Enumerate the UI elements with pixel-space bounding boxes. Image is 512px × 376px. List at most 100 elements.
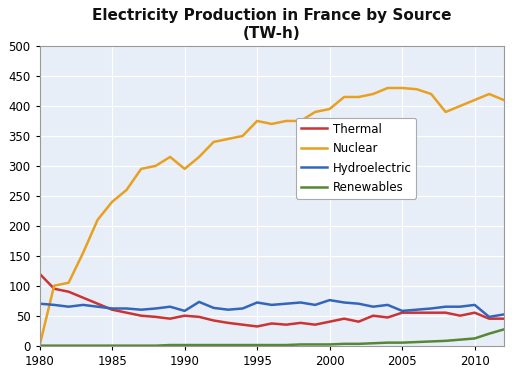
Renewables <box>66 343 72 348</box>
Nuclear <box>428 92 434 96</box>
Hydroelectric <box>501 312 507 317</box>
Renewables <box>269 343 275 347</box>
Thermal <box>385 315 391 320</box>
Renewables <box>297 342 304 347</box>
Nuclear <box>414 87 420 91</box>
Hydroelectric <box>385 303 391 307</box>
Title: Electricity Production in France by Source
(TW-h): Electricity Production in France by Sour… <box>92 8 452 41</box>
Renewables <box>399 340 405 345</box>
Thermal <box>109 308 115 312</box>
Thermal <box>370 314 376 318</box>
Hydroelectric <box>36 302 42 306</box>
Thermal <box>95 302 101 306</box>
Nuclear <box>457 104 463 108</box>
Thermal <box>283 322 289 327</box>
Nuclear <box>66 280 72 285</box>
Renewables <box>370 341 376 346</box>
Renewables <box>486 331 492 336</box>
Hydroelectric <box>167 305 173 309</box>
Hydroelectric <box>283 302 289 306</box>
Nuclear <box>167 155 173 159</box>
Thermal <box>123 311 130 315</box>
Nuclear <box>109 200 115 204</box>
Nuclear <box>297 119 304 123</box>
Renewables <box>36 343 42 348</box>
Nuclear <box>138 167 144 171</box>
Line: Renewables: Renewables <box>39 329 504 346</box>
Nuclear <box>51 284 57 288</box>
Thermal <box>472 311 478 315</box>
Thermal <box>240 322 246 327</box>
Thermal <box>36 271 42 276</box>
Thermal <box>138 314 144 318</box>
Legend: Thermal, Nuclear, Hydroelectric, Renewables: Thermal, Nuclear, Hydroelectric, Renewab… <box>296 118 416 199</box>
Renewables <box>312 342 318 347</box>
Renewables <box>182 343 188 347</box>
Renewables <box>196 343 202 347</box>
Nuclear <box>501 98 507 102</box>
Thermal <box>442 311 449 315</box>
Thermal <box>51 287 57 291</box>
Thermal <box>312 322 318 327</box>
Thermal <box>225 321 231 325</box>
Nuclear <box>472 98 478 102</box>
Renewables <box>341 341 347 346</box>
Hydroelectric <box>109 306 115 311</box>
Hydroelectric <box>225 308 231 312</box>
Nuclear <box>36 343 42 348</box>
Nuclear <box>123 188 130 192</box>
Thermal <box>399 311 405 315</box>
Renewables <box>210 343 217 347</box>
Hydroelectric <box>95 305 101 309</box>
Hydroelectric <box>240 306 246 311</box>
Thermal <box>167 317 173 321</box>
Thermal <box>457 314 463 318</box>
Hydroelectric <box>254 300 260 305</box>
Hydroelectric <box>80 303 86 307</box>
Thermal <box>327 320 333 324</box>
Hydroelectric <box>182 309 188 313</box>
Renewables <box>254 343 260 347</box>
Hydroelectric <box>428 306 434 311</box>
Nuclear <box>153 164 159 168</box>
Renewables <box>95 343 101 348</box>
Nuclear <box>95 218 101 222</box>
Hydroelectric <box>123 306 130 311</box>
Line: Nuclear: Nuclear <box>39 88 504 346</box>
Renewables <box>283 343 289 347</box>
Thermal <box>196 315 202 319</box>
Renewables <box>501 327 507 332</box>
Nuclear <box>283 119 289 123</box>
Nuclear <box>486 92 492 96</box>
Hydroelectric <box>341 300 347 305</box>
Hydroelectric <box>414 308 420 312</box>
Thermal <box>254 324 260 329</box>
Nuclear <box>370 92 376 96</box>
Renewables <box>167 343 173 347</box>
Thermal <box>182 314 188 318</box>
Thermal <box>355 320 361 324</box>
Nuclear <box>355 95 361 99</box>
Thermal <box>501 317 507 321</box>
Thermal <box>428 311 434 315</box>
Renewables <box>153 343 159 348</box>
Hydroelectric <box>457 305 463 309</box>
Hydroelectric <box>370 305 376 309</box>
Nuclear <box>182 167 188 171</box>
Thermal <box>297 321 304 325</box>
Nuclear <box>254 119 260 123</box>
Nuclear <box>327 107 333 111</box>
Thermal <box>486 317 492 321</box>
Thermal <box>269 321 275 326</box>
Renewables <box>414 340 420 344</box>
Thermal <box>414 311 420 315</box>
Hydroelectric <box>269 303 275 307</box>
Renewables <box>385 340 391 345</box>
Thermal <box>80 296 86 300</box>
Thermal <box>153 315 159 319</box>
Renewables <box>457 337 463 342</box>
Hydroelectric <box>297 300 304 305</box>
Renewables <box>80 343 86 348</box>
Renewables <box>442 339 449 343</box>
Line: Hydroelectric: Hydroelectric <box>39 300 504 317</box>
